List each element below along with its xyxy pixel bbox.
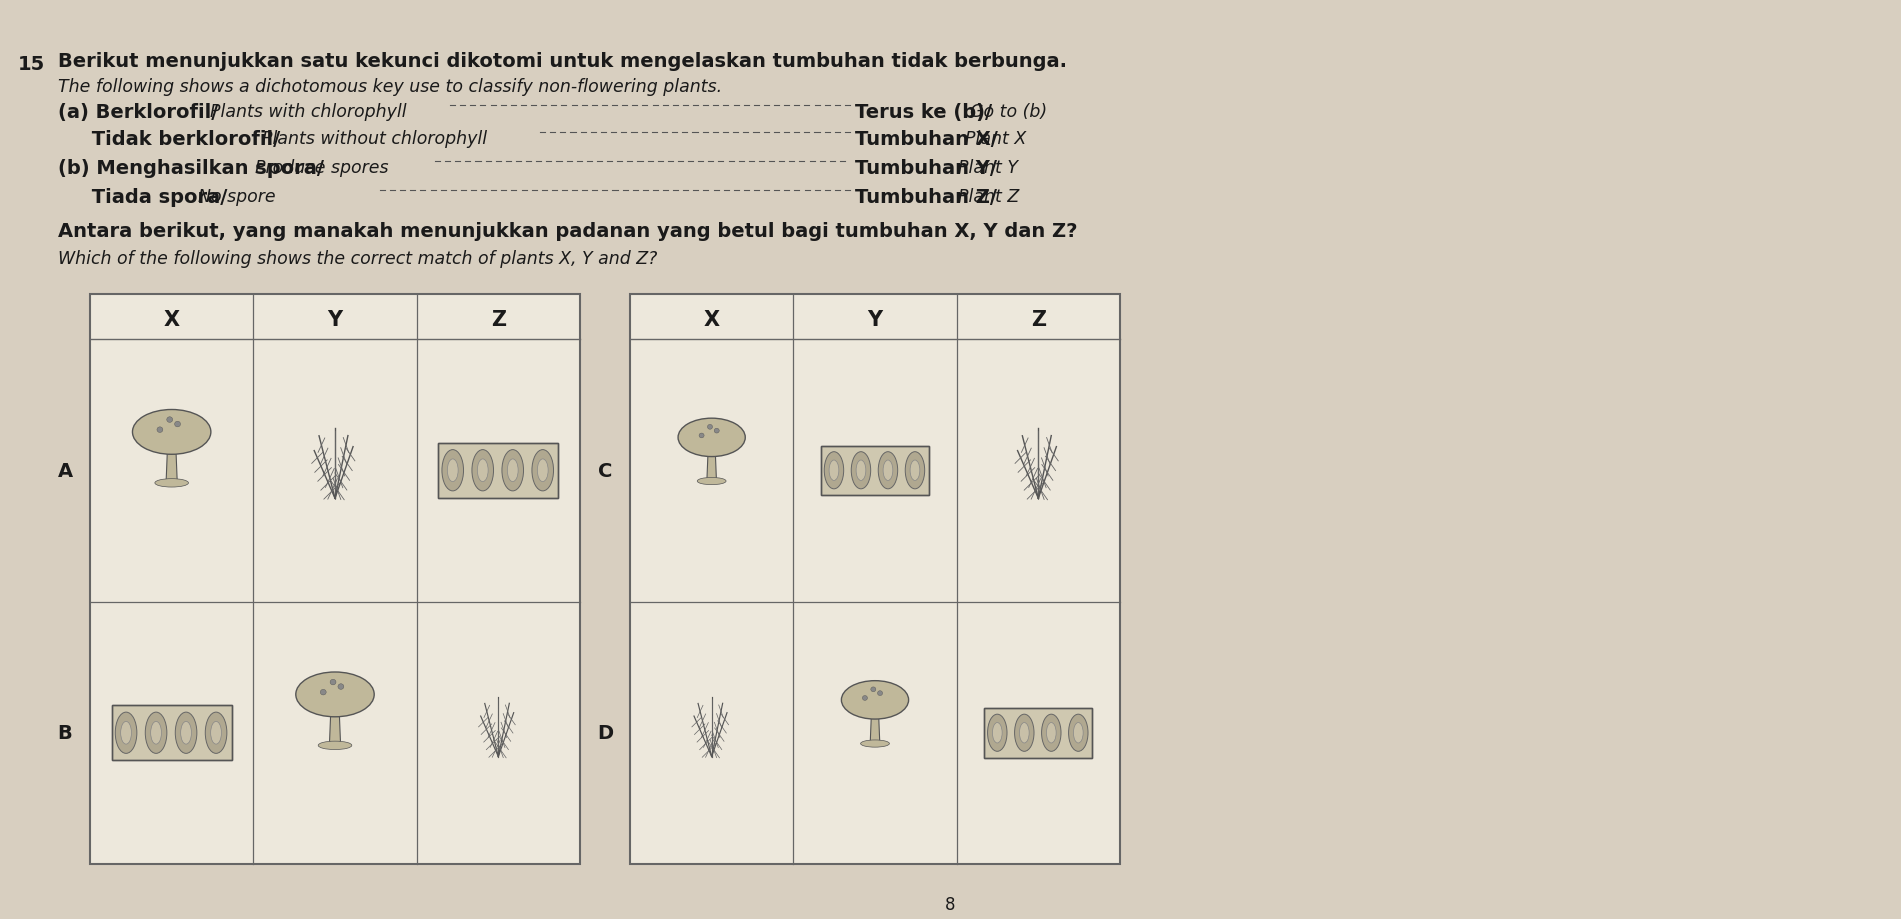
Text: Antara berikut, yang manakah menunjukkan padanan yang betul bagi tumbuhan X, Y d: Antara berikut, yang manakah menunjukkan… <box>59 221 1078 241</box>
Text: Terus ke (b)/: Terus ke (b)/ <box>855 103 998 122</box>
Ellipse shape <box>175 422 181 427</box>
Ellipse shape <box>707 425 713 430</box>
Ellipse shape <box>331 679 336 686</box>
Ellipse shape <box>911 460 920 481</box>
Ellipse shape <box>1046 722 1057 743</box>
Text: Produce spores: Produce spores <box>255 159 388 176</box>
Text: Tumbuhan Y/: Tumbuhan Y/ <box>855 159 1004 177</box>
Text: Tumbuhan Z/: Tumbuhan Z/ <box>855 187 1004 207</box>
Ellipse shape <box>1019 722 1028 743</box>
Text: 8: 8 <box>945 895 954 913</box>
Text: Tiada spora/: Tiada spora/ <box>59 187 234 207</box>
Ellipse shape <box>715 429 719 434</box>
Ellipse shape <box>538 460 547 482</box>
Ellipse shape <box>116 712 137 754</box>
Ellipse shape <box>120 721 131 744</box>
Ellipse shape <box>297 673 374 717</box>
Text: Y: Y <box>867 310 882 329</box>
Ellipse shape <box>532 450 553 492</box>
Ellipse shape <box>861 740 890 747</box>
Ellipse shape <box>829 460 838 481</box>
Bar <box>629 295 1120 864</box>
Text: Berikut menunjukkan satu kekunci dikotomi untuk mengelaskan tumbuhan tidak berbu: Berikut menunjukkan satu kekunci dikotom… <box>59 52 1066 71</box>
Ellipse shape <box>1068 714 1087 752</box>
Ellipse shape <box>508 460 519 482</box>
Bar <box>112 706 232 760</box>
Bar <box>821 446 930 495</box>
Ellipse shape <box>871 687 876 692</box>
Ellipse shape <box>878 452 897 489</box>
Ellipse shape <box>878 691 882 696</box>
Ellipse shape <box>317 742 352 750</box>
Ellipse shape <box>144 712 167 754</box>
Ellipse shape <box>992 722 1002 743</box>
Bar <box>821 446 930 495</box>
Ellipse shape <box>338 684 344 689</box>
Bar <box>439 443 559 498</box>
Ellipse shape <box>133 410 211 455</box>
Text: Plants with chlorophyll: Plants with chlorophyll <box>209 103 407 121</box>
Text: D: D <box>597 723 612 743</box>
Ellipse shape <box>158 427 163 433</box>
Ellipse shape <box>700 434 703 438</box>
Ellipse shape <box>167 417 173 423</box>
Bar <box>112 706 232 760</box>
Text: Which of the following shows the correct match of plants X, Y and Z?: Which of the following shows the correct… <box>59 250 658 267</box>
Ellipse shape <box>825 452 844 489</box>
Ellipse shape <box>698 478 726 485</box>
Text: X: X <box>703 310 720 329</box>
Text: 15: 15 <box>17 55 46 74</box>
Ellipse shape <box>863 696 867 700</box>
Ellipse shape <box>989 714 1008 752</box>
Text: X: X <box>163 310 181 329</box>
Text: (a) Berklorofil/: (a) Berklorofil/ <box>59 103 224 122</box>
Ellipse shape <box>1042 714 1061 752</box>
Bar <box>985 709 1093 757</box>
Text: Plant Z: Plant Z <box>958 187 1019 206</box>
Ellipse shape <box>905 452 924 489</box>
Ellipse shape <box>471 450 494 492</box>
Ellipse shape <box>211 721 222 744</box>
Text: Go to (b): Go to (b) <box>970 103 1047 121</box>
Text: B: B <box>57 723 72 743</box>
Ellipse shape <box>842 681 909 720</box>
Bar <box>439 443 559 498</box>
Text: Y: Y <box>327 310 342 329</box>
Ellipse shape <box>884 460 893 481</box>
Polygon shape <box>329 704 340 745</box>
Text: Tidak berklorofil/: Tidak berklorofil/ <box>59 130 287 149</box>
Ellipse shape <box>855 460 865 481</box>
Ellipse shape <box>319 689 327 695</box>
Bar <box>89 295 580 864</box>
Text: C: C <box>597 461 612 481</box>
Ellipse shape <box>205 712 226 754</box>
Polygon shape <box>165 441 177 483</box>
Text: Plants without chlorophyll: Plants without chlorophyll <box>262 130 487 148</box>
Text: The following shows a dichotomous key use to classify non-flowering plants.: The following shows a dichotomous key us… <box>59 78 722 96</box>
Ellipse shape <box>502 450 523 492</box>
Text: No spore: No spore <box>198 187 276 206</box>
Text: Z: Z <box>490 310 506 329</box>
Ellipse shape <box>181 721 192 744</box>
Text: (b) Menghasilkan spora/: (b) Menghasilkan spora/ <box>59 159 331 177</box>
Bar <box>985 709 1093 757</box>
Ellipse shape <box>175 712 198 754</box>
Text: Z: Z <box>1030 310 1046 329</box>
Text: Plant X: Plant X <box>966 130 1027 148</box>
Ellipse shape <box>150 721 162 744</box>
Ellipse shape <box>679 419 745 457</box>
Polygon shape <box>707 446 717 482</box>
Ellipse shape <box>1015 714 1034 752</box>
Text: Tumbuhan X/: Tumbuhan X/ <box>855 130 1004 149</box>
Text: Plant Y: Plant Y <box>958 159 1019 176</box>
Ellipse shape <box>441 450 464 492</box>
Ellipse shape <box>154 479 188 487</box>
Ellipse shape <box>1074 722 1084 743</box>
Polygon shape <box>871 708 880 743</box>
Ellipse shape <box>852 452 871 489</box>
Ellipse shape <box>477 460 489 482</box>
Ellipse shape <box>447 460 458 482</box>
Text: A: A <box>57 461 72 481</box>
